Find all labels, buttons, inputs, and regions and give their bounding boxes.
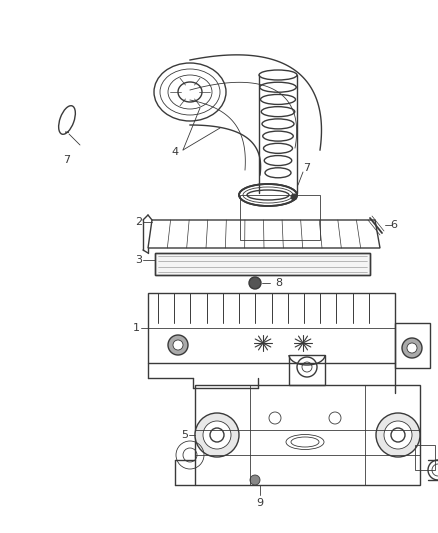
Text: 4: 4 [171, 147, 179, 157]
Circle shape [168, 335, 188, 355]
Text: 2: 2 [135, 217, 142, 227]
Text: 1: 1 [133, 323, 140, 333]
Bar [415, 445, 435, 470]
Circle shape [402, 338, 422, 358]
Bar [155, 253, 370, 275]
Circle shape [195, 413, 239, 457]
Bar [240, 195, 320, 240]
Text: 3: 3 [135, 255, 142, 265]
Circle shape [376, 413, 420, 457]
Text: 7: 7 [64, 155, 71, 165]
Text: 6: 6 [390, 220, 397, 230]
Circle shape [173, 340, 183, 350]
Circle shape [384, 421, 412, 449]
Circle shape [291, 194, 297, 200]
Bar [289, 355, 325, 385]
Bar [195, 385, 420, 485]
Circle shape [249, 277, 261, 289]
Text: 9: 9 [256, 498, 264, 508]
Text: 7: 7 [303, 163, 310, 173]
Text: 8: 8 [275, 278, 282, 288]
Bar [395, 323, 430, 368]
Circle shape [407, 343, 417, 353]
Circle shape [250, 475, 260, 485]
Text: 5: 5 [181, 430, 188, 440]
Circle shape [203, 421, 231, 449]
Bar [155, 253, 370, 275]
Bar [148, 293, 395, 363]
